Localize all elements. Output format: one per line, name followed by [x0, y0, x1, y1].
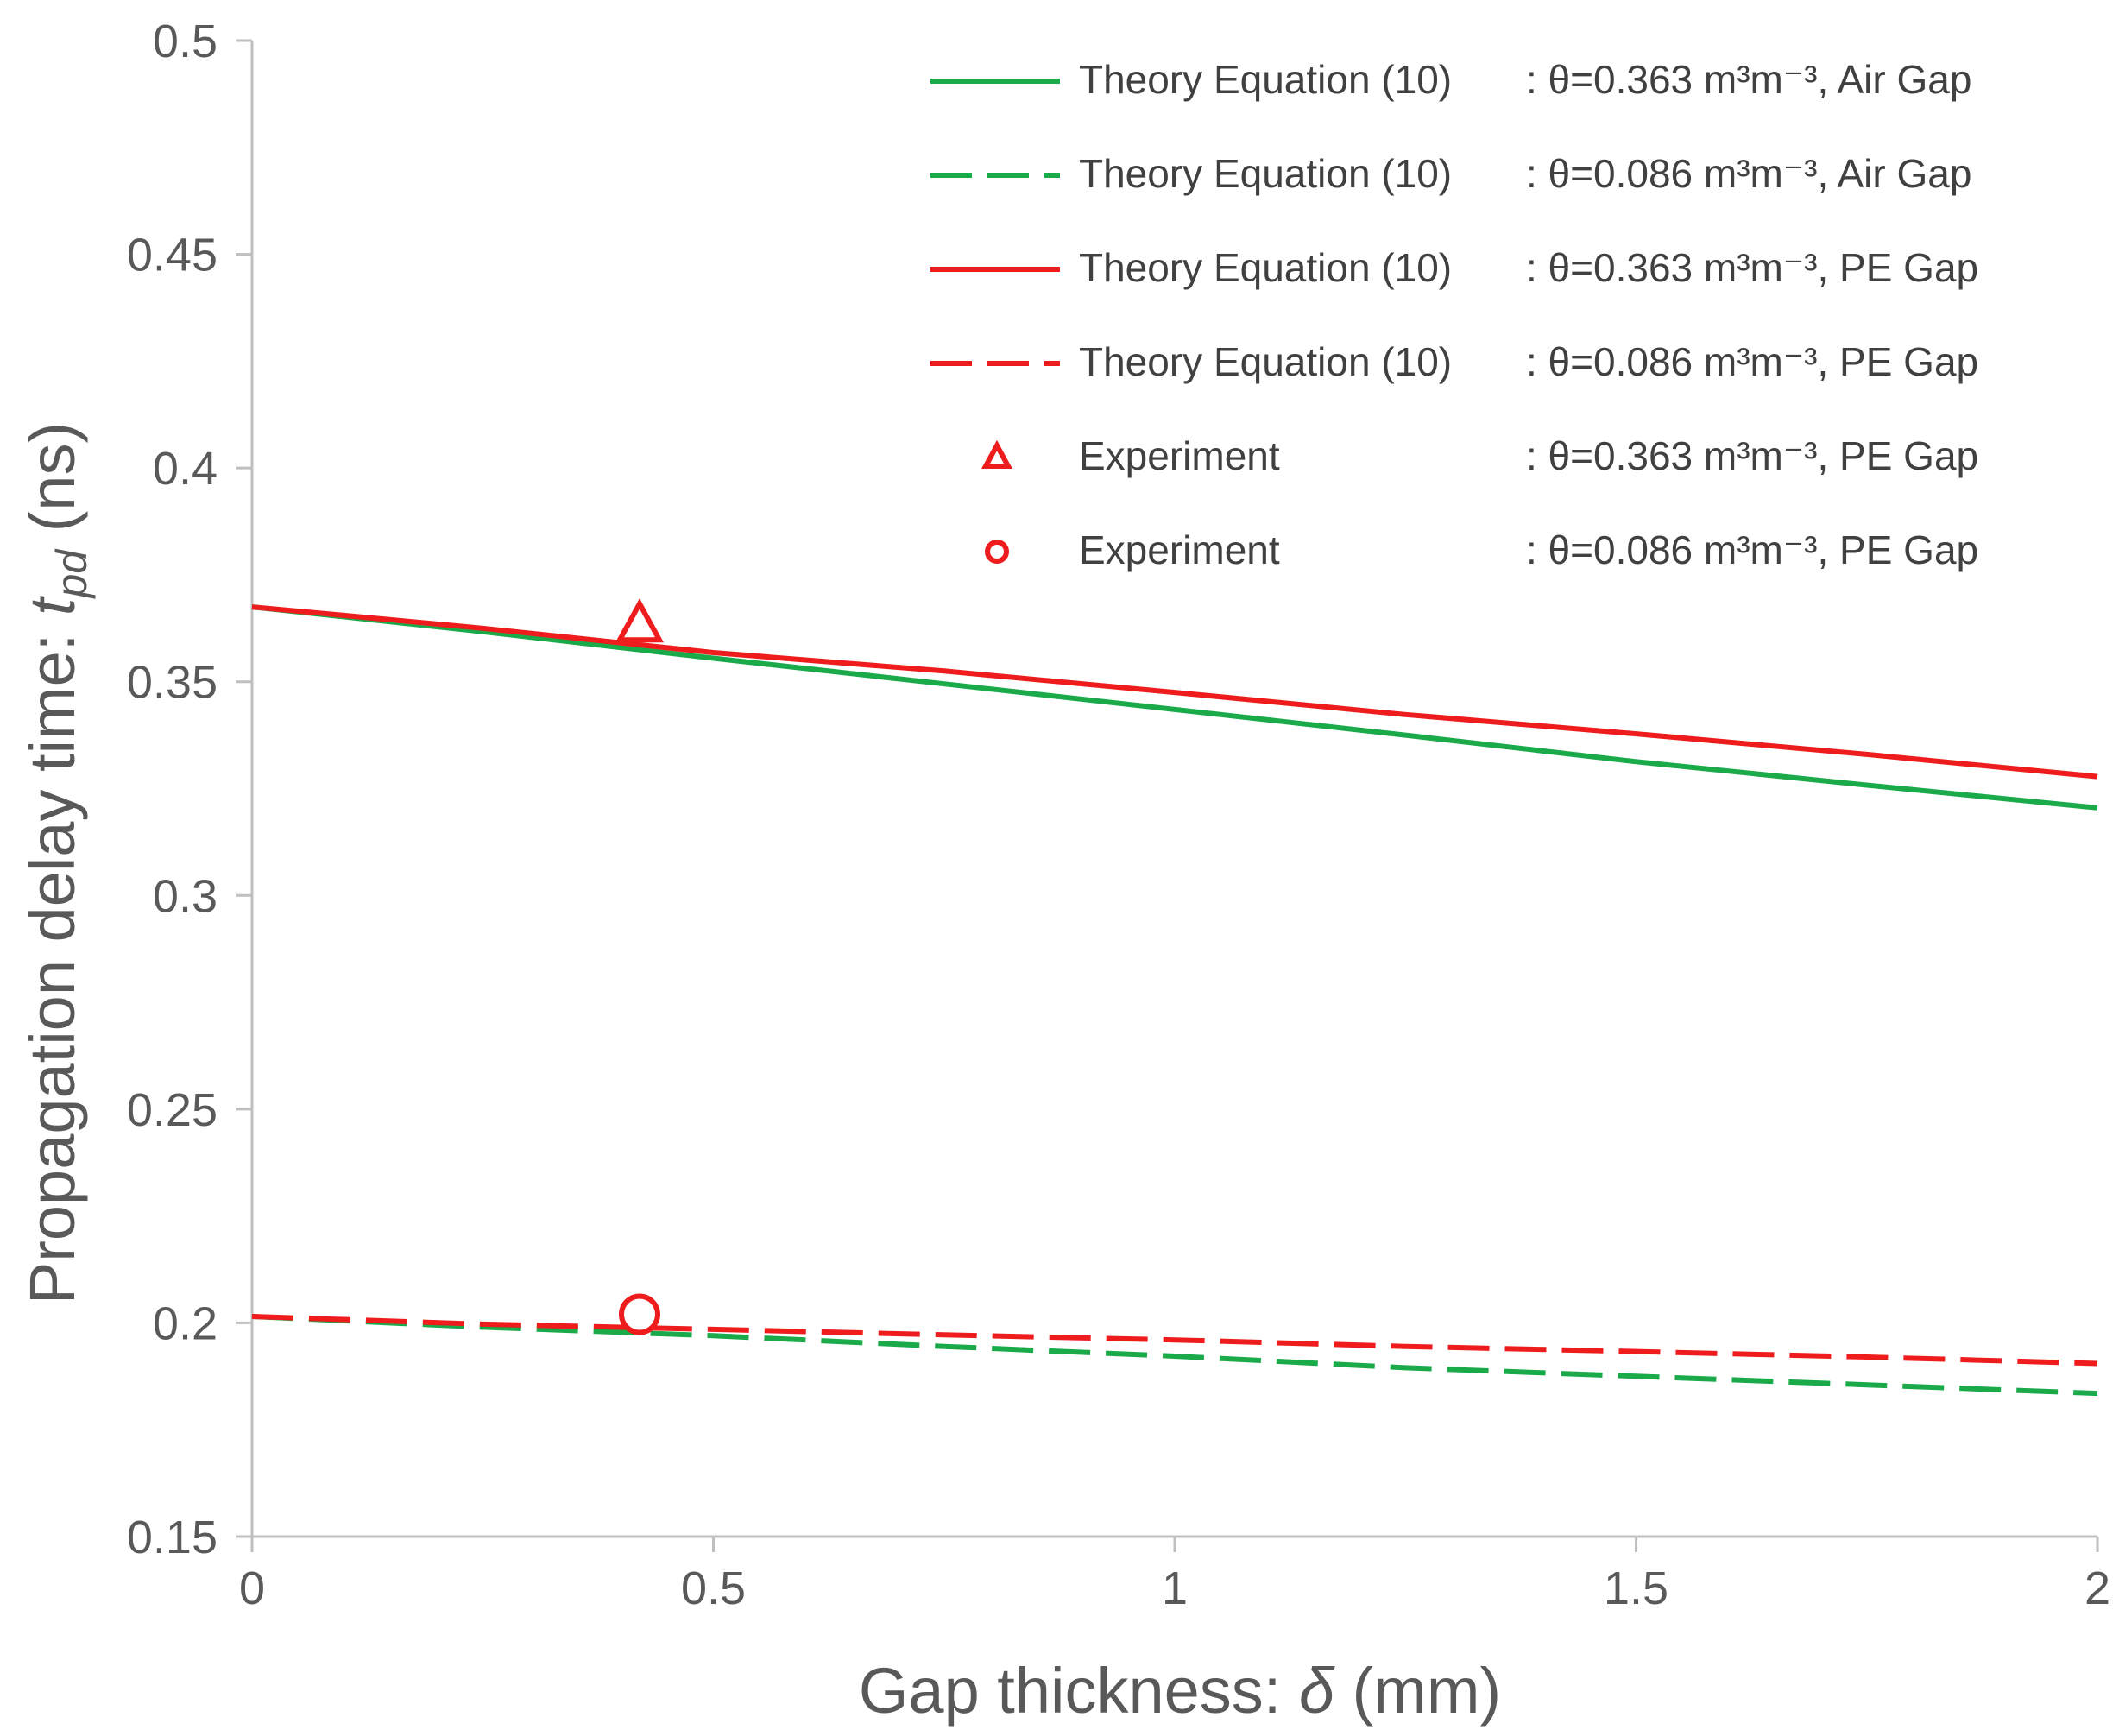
plot-series: [251, 598, 2098, 1397]
legend-entry-name: Experiment: [1079, 527, 1280, 572]
y-tick-label: 0.45: [127, 230, 218, 281]
legend-entry-name: Theory Equation (10): [1079, 151, 1452, 196]
y-tick-label: 0.15: [127, 1512, 218, 1563]
legend-entry-condition: : θ=0.363 m³m⁻³, Air Gap: [1526, 57, 1971, 102]
legend-entry-condition: : θ=0.086 m³m⁻³, PE Gap: [1526, 527, 1978, 572]
y-tick-label: 0.4: [153, 443, 218, 495]
x-tick-label: 2: [2084, 1562, 2110, 1614]
y-tick-label: 0.2: [153, 1297, 218, 1349]
x-tick-label: 0: [239, 1562, 265, 1614]
x-tick-label: 1.5: [1604, 1562, 1668, 1614]
legend-entry-name: Theory Equation (10): [1079, 245, 1452, 290]
x-axis-title: Gap thickness: δ (mm): [859, 1655, 1501, 1727]
x-tick-label: 0.5: [681, 1562, 746, 1614]
y-tick-label: 0.25: [127, 1084, 218, 1136]
axis-titles: Gap thickness: δ (mm) Propagation delay …: [16, 422, 1501, 1727]
y-tick-label: 0.3: [153, 870, 218, 922]
x-tick-label: 1: [1162, 1562, 1188, 1614]
legend-entry-condition: : θ=0.086 m³m⁻³, Air Gap: [1526, 151, 1971, 196]
legend-circle-swatch: [985, 540, 1009, 564]
y-tick-label: 0.35: [127, 657, 218, 709]
legend-entry-name: Experiment: [1079, 433, 1280, 478]
y-tick-label: 0.5: [153, 16, 218, 67]
series-line-2: [251, 604, 2098, 780]
axes: 0 0.5 1 1.5 2 0.15 0.2 0.25 0.3 0.35 0.4 0.45 0.5: [127, 16, 2110, 1614]
legend-entry-name: Theory Equation (10): [1079, 57, 1452, 102]
legend-entry-condition: : θ=0.363 m³m⁻³, PE Gap: [1526, 433, 1978, 478]
experiment-triangle-marker: [615, 598, 665, 643]
experiment-circle-marker: [618, 1293, 660, 1335]
series-line-3: [251, 1314, 2098, 1367]
series-line-1: [251, 1314, 2098, 1397]
legend-entry-condition: : θ=0.363 m³m⁻³, PE Gap: [1526, 245, 1978, 290]
legend-triangle-swatch: [981, 439, 1013, 469]
y-axis-title: Propagation delay time: tpd (ns): [16, 422, 96, 1304]
series-line-0: [251, 604, 2098, 811]
legend: Theory Equation (10) : θ=0.363 m³m⁻³, Air…: [930, 57, 1978, 572]
legend-entry-name: Theory Equation (10): [1079, 339, 1452, 384]
legend-entry-condition: : θ=0.086 m³m⁻³, PE Gap: [1526, 339, 1978, 384]
